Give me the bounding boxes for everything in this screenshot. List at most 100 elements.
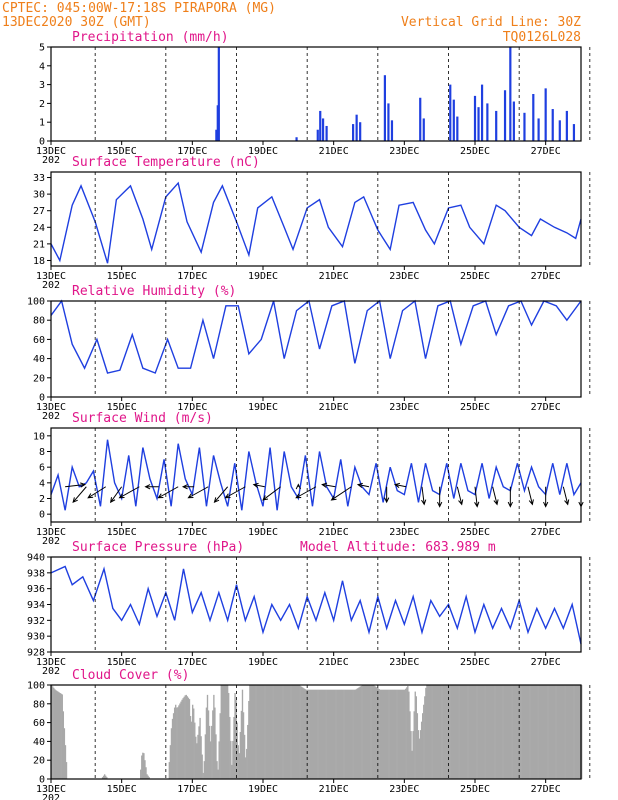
cloud-cover-column-119	[261, 685, 264, 779]
relative-humidity-xtick-label-6: 25DEC	[460, 402, 490, 413]
cloud-cover-column-13	[64, 745, 67, 779]
cloud-cover-column-173	[319, 689, 321, 779]
cloud-cover-column-52	[190, 721, 193, 779]
cloud-cover-ytick-label-0: 0	[39, 775, 45, 786]
cloud-cover-xtick-label-7: 27DEC	[531, 784, 561, 795]
relative-humidity-ytick-label-0: 0	[39, 393, 45, 404]
cloud-cover-column-3	[54, 689, 56, 779]
cloud-cover-column-210	[358, 687, 360, 779]
cloud-cover-column-416	[576, 685, 579, 779]
cloud-cover-column-313	[467, 685, 469, 779]
cloud-cover-column-11	[62, 711, 65, 779]
cloud-cover-column-217	[365, 685, 368, 779]
cloud-cover-column-185	[331, 689, 334, 779]
surface-temperature-year-stub: 202	[42, 280, 60, 291]
cloud-cover-column-316	[470, 685, 473, 779]
cloud-cover-column-68	[207, 710, 210, 779]
cloud-cover-column-347	[503, 685, 505, 779]
cloud-cover-column-178	[324, 689, 326, 779]
precipitation-panel: Precipitation (mm/h) 0 1 2 3 4 5 13DEC 15DEC 17D…	[36, 30, 591, 166]
cloud-cover-column-113	[255, 685, 257, 779]
wind-arrow-20	[421, 486, 427, 506]
relative-humidity-ytick-label-4: 80	[33, 316, 45, 327]
cloud-cover-column-418	[578, 685, 581, 779]
cloud-cover-column-191	[338, 689, 340, 779]
cloud-cover-column-197	[344, 689, 346, 779]
cloud-cover-ytick-label-5: 100	[27, 681, 45, 692]
cloud-cover-column-105	[247, 724, 249, 779]
cloud-cover-column-65	[204, 734, 207, 779]
precipitation-bar-8	[352, 124, 355, 141]
cloud-cover-column-102	[243, 734, 246, 779]
cloud-cover-column-22	[141, 755, 143, 779]
relative-humidity-xtick-label-1: 15DEC	[107, 402, 137, 413]
precipitation-bar-30	[544, 88, 547, 141]
surface-temperature-ytick-label-3: 27	[33, 206, 45, 217]
cloud-cover-xtick-label-1: 15DEC	[107, 784, 137, 795]
wind-arrow-3	[109, 486, 123, 504]
cloud-cover-column-2	[53, 687, 55, 779]
cloud-cover-column-72	[212, 710, 214, 779]
cloud-cover-column-377	[535, 685, 537, 779]
cloud-cover-column-344	[500, 685, 502, 779]
cloud-cover-column-224	[373, 685, 375, 779]
cloud-cover-column-302	[455, 685, 458, 779]
cloud-cover-column-174	[320, 689, 322, 779]
cloud-cover-column-274	[426, 685, 428, 779]
cloud-cover-column-324	[479, 685, 481, 779]
precipitation-xtick-label-2: 17DEC	[177, 146, 207, 157]
cloud-cover-column-125	[268, 685, 270, 779]
cloud-cover-column-231	[380, 689, 383, 779]
surface-pressure-xtick-label-7: 27DEC	[531, 657, 561, 668]
relative-humidity-ytick-label-2: 40	[33, 354, 45, 365]
cloud-cover-column-208	[356, 688, 358, 779]
precipitation-bar-17	[452, 99, 455, 141]
cloud-cover-column-45	[183, 696, 185, 779]
cloud-cover-column-80	[220, 685, 222, 779]
cloud-cover-column-340	[496, 685, 498, 779]
temperature-title: Surface Temperature (nC)	[72, 155, 260, 170]
precipitation-xtick-label-1: 15DEC	[107, 146, 137, 157]
cloud-cover-column-38	[176, 707, 178, 779]
relative-humidity-xtick-label-0: 13DEC	[36, 402, 66, 413]
cloud-cover-column-234	[383, 689, 386, 779]
cloud-cover-column-305	[459, 685, 461, 779]
humidity-panel: Relative Humidity (%) 0 20 40 60 80 100 13DEC 1…	[27, 284, 591, 422]
cloud-cover-column-92	[233, 716, 235, 779]
cloud-cover-column-266	[417, 730, 420, 779]
cloud-cover-column-233	[382, 689, 385, 779]
cloud-cover-column-348	[504, 685, 507, 779]
cloud-cover-column-304	[458, 685, 460, 779]
precipitation-bar-27	[523, 112, 526, 141]
precipitation-bar-9	[355, 114, 358, 141]
cloud-cover-column-243	[393, 689, 395, 779]
surface-temperature-ytick-label-1: 21	[33, 239, 45, 250]
cloud-cover-column-162	[307, 689, 309, 779]
cloud-cover-column-245	[395, 689, 397, 779]
cloud-cover-xtick-label-3: 19DEC	[248, 784, 278, 795]
cloud-cover-column-362	[519, 685, 521, 779]
cloud-cover-column-369	[526, 685, 529, 779]
cloud-cover-column-395	[554, 685, 556, 779]
cloud-cover-column-289	[442, 685, 444, 779]
cloud-cover-column-389	[548, 685, 550, 779]
relative-humidity-xtick-label-2: 17DEC	[177, 402, 207, 413]
cloud-cover-column-50	[188, 699, 191, 779]
cloud-cover-column-221	[370, 685, 372, 779]
precipitation-bar-34	[572, 124, 576, 141]
cloud-cover-column-331	[486, 685, 489, 779]
cloud-cover-column-232	[381, 689, 384, 779]
header-date: 13DEC2020 30Z (GMT)	[2, 15, 151, 30]
surface-wind-ytick-label-3: 6	[39, 463, 45, 474]
cloud-cover-column-163	[308, 689, 310, 779]
cloud-cover-column-381	[539, 685, 542, 779]
cloud-cover-column-303	[456, 685, 459, 779]
surface-temperature-xtick-label-0: 13DEC	[36, 271, 66, 282]
cloud-cover-column-367	[524, 685, 527, 779]
surface-pressure-ytick-label-2: 932	[27, 616, 45, 627]
cloud-cover-column-145	[289, 685, 291, 779]
precipitation-xtick-label-7: 27DEC	[531, 146, 561, 157]
cloud-cover-column-314	[468, 685, 470, 779]
cloud-cover-column-35	[172, 713, 175, 779]
cloud-cover-column-14	[65, 762, 68, 779]
